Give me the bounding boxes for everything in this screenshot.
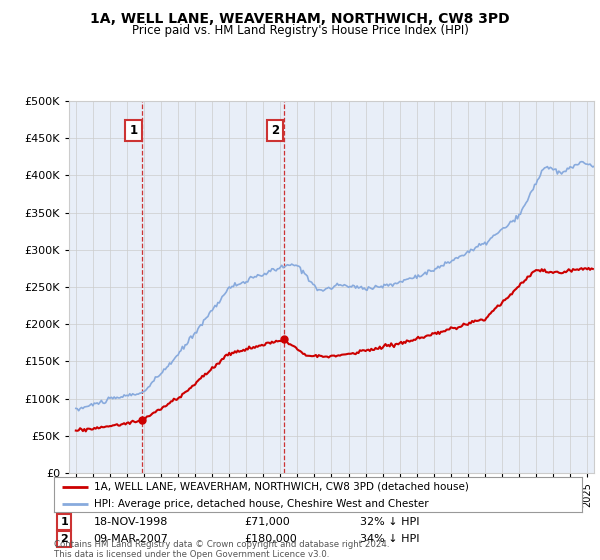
Text: 1: 1 [130, 124, 137, 137]
Text: 1: 1 [61, 517, 68, 527]
Text: £180,000: £180,000 [244, 534, 297, 544]
Text: 1A, WELL LANE, WEAVERHAM, NORTHWICH, CW8 3PD (detached house): 1A, WELL LANE, WEAVERHAM, NORTHWICH, CW8… [94, 482, 469, 492]
Text: 1A, WELL LANE, WEAVERHAM, NORTHWICH, CW8 3PD: 1A, WELL LANE, WEAVERHAM, NORTHWICH, CW8… [90, 12, 510, 26]
Text: 2: 2 [271, 124, 279, 137]
Text: 2: 2 [61, 534, 68, 544]
Text: 09-MAR-2007: 09-MAR-2007 [94, 534, 169, 544]
Text: 18-NOV-1998: 18-NOV-1998 [94, 517, 168, 527]
Text: Contains HM Land Registry data © Crown copyright and database right 2024.
This d: Contains HM Land Registry data © Crown c… [54, 540, 389, 559]
Text: 34% ↓ HPI: 34% ↓ HPI [360, 534, 420, 544]
Text: Price paid vs. HM Land Registry's House Price Index (HPI): Price paid vs. HM Land Registry's House … [131, 24, 469, 37]
Text: HPI: Average price, detached house, Cheshire West and Chester: HPI: Average price, detached house, Ches… [94, 498, 428, 508]
Text: £71,000: £71,000 [244, 517, 290, 527]
Text: 32% ↓ HPI: 32% ↓ HPI [360, 517, 420, 527]
